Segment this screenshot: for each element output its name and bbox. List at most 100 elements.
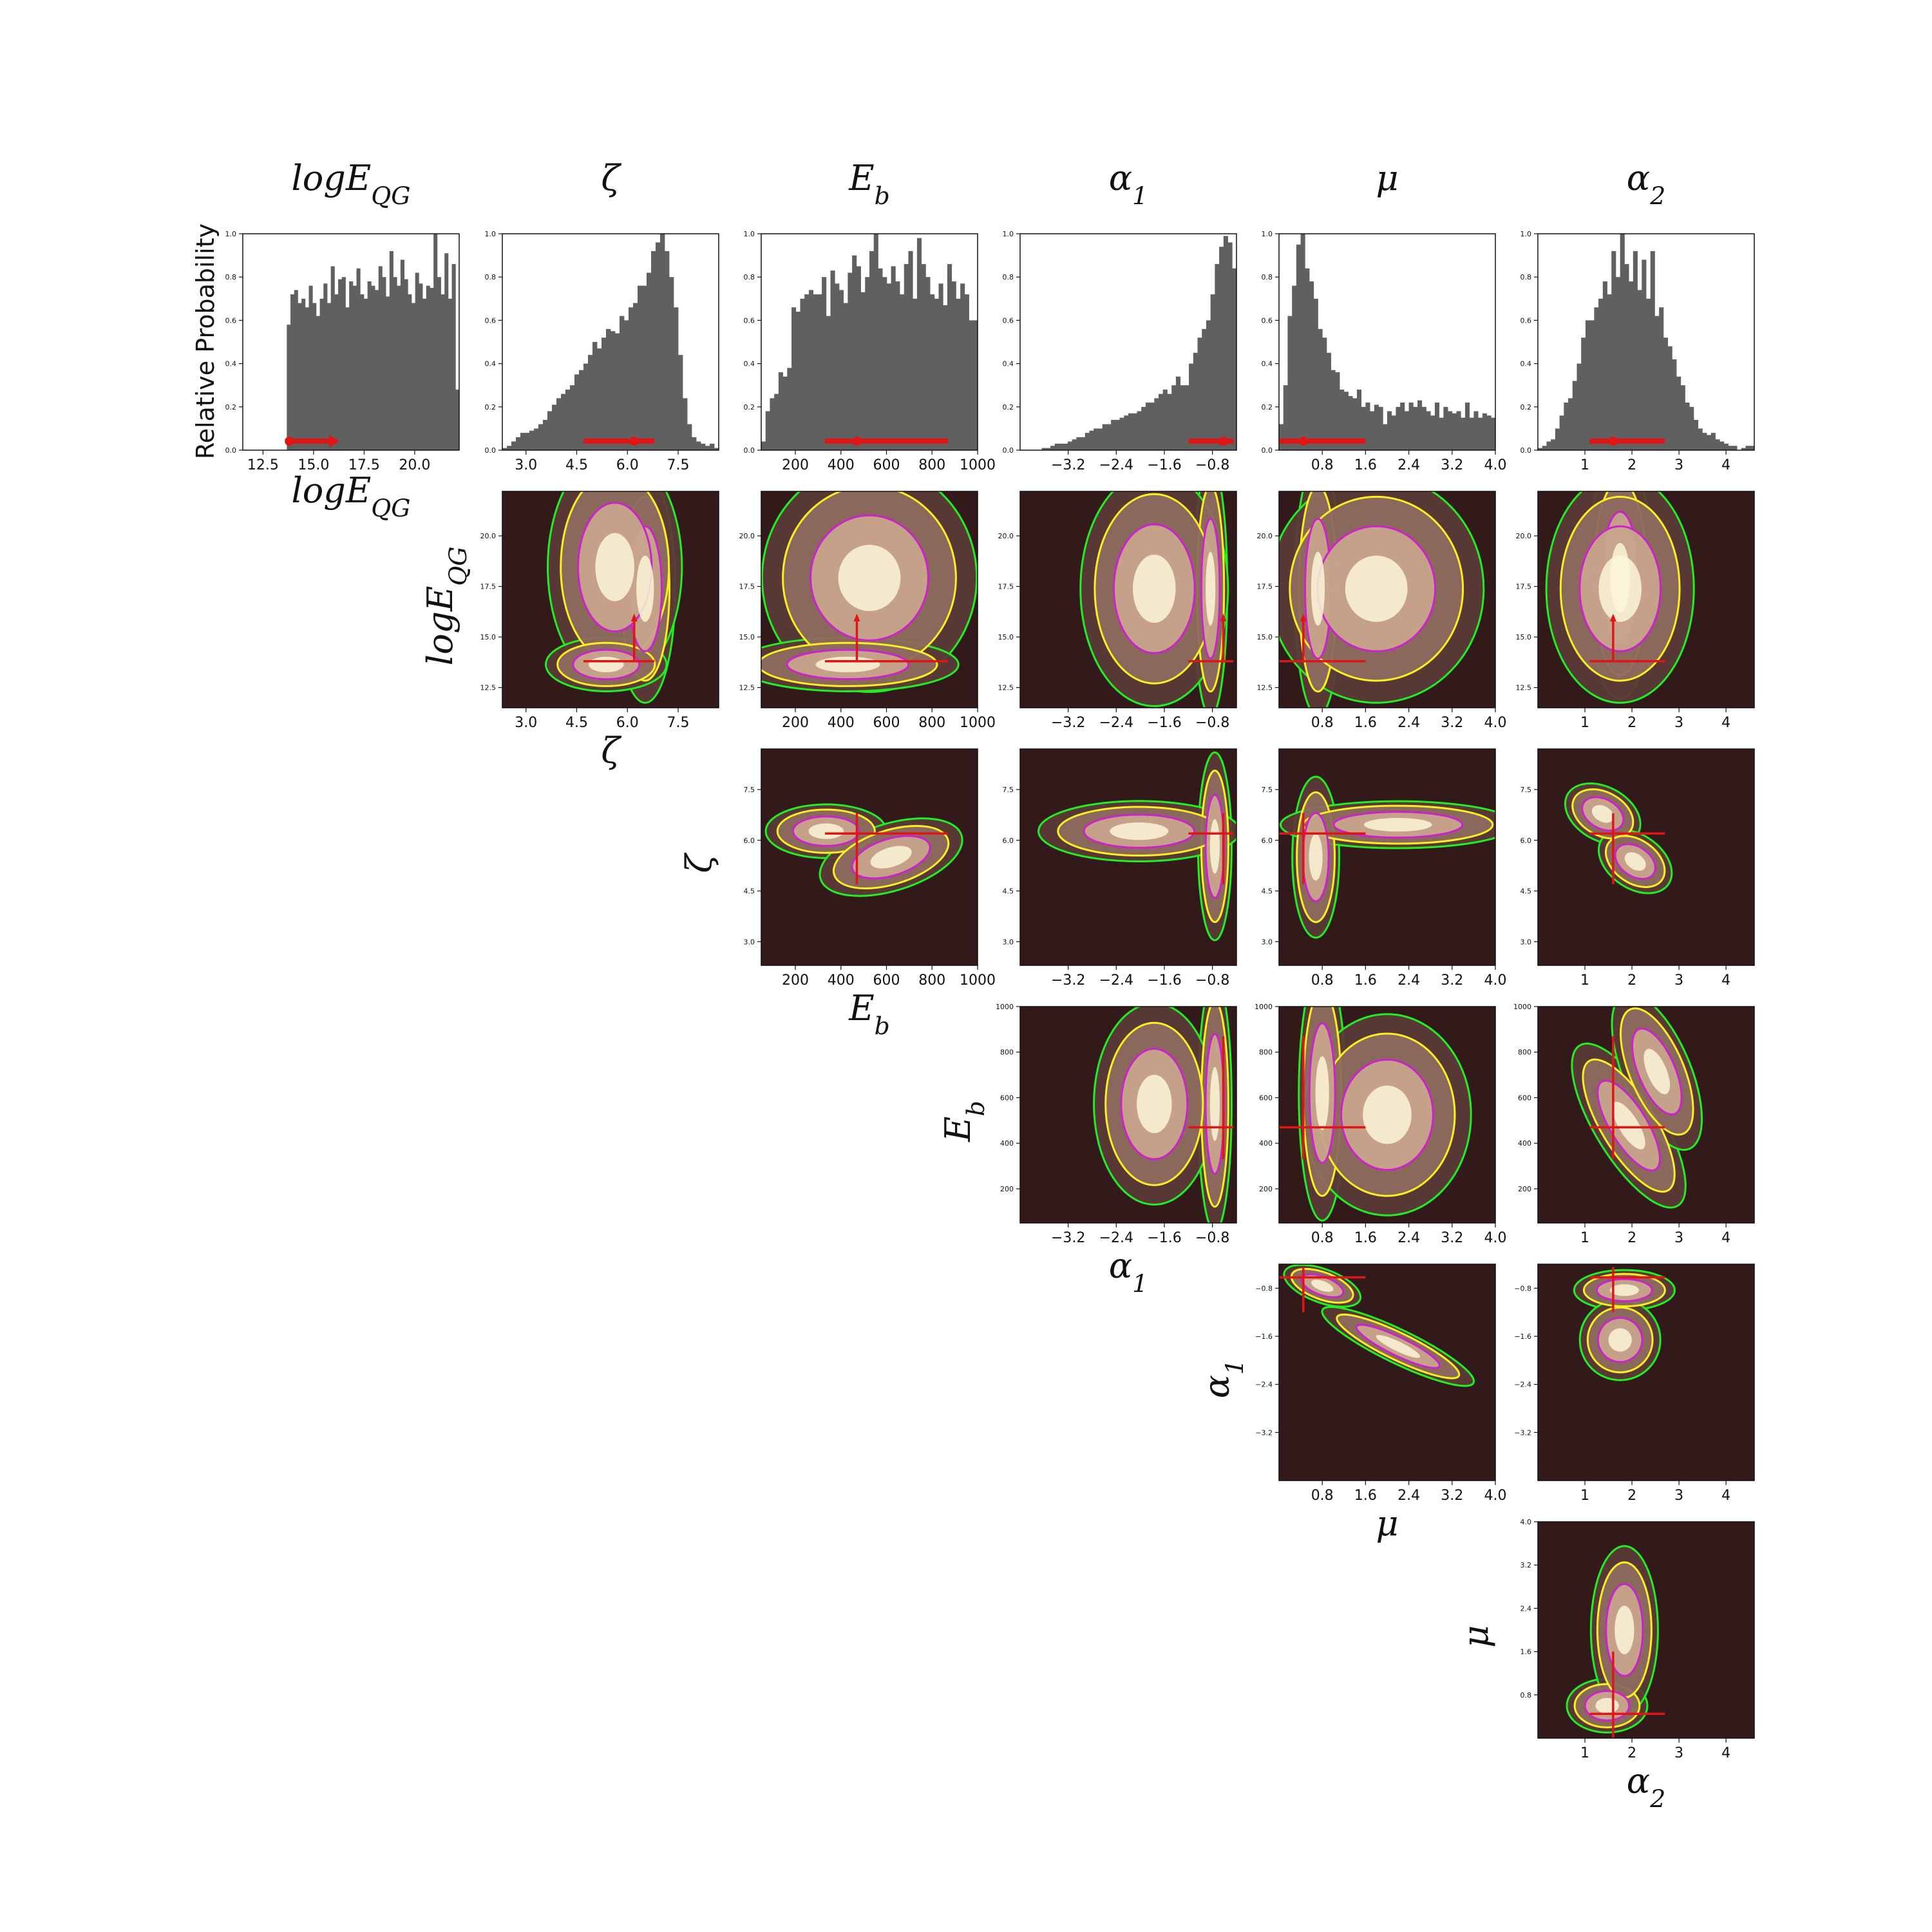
histogram-bar <box>687 424 692 450</box>
histogram-bar <box>588 355 593 450</box>
histogram-bar <box>1124 415 1129 450</box>
density-region <box>1538 1264 1754 1481</box>
x-tick-label: 4 <box>1721 1488 1730 1504</box>
y-tick-label: 0.8 <box>225 273 237 281</box>
panel-frame <box>1278 748 1496 966</box>
histogram-frame <box>1537 233 1755 451</box>
y-tick-label: 0.8 <box>1520 1691 1532 1700</box>
y-tick-label: 0.8 <box>1262 273 1273 281</box>
histogram-bar <box>1374 404 1379 450</box>
histogram-logEQG: 0.0 0.2 0.4 0.6 0.8 1.0 12.5 15.0 17.5 20.0 <box>225 230 460 473</box>
histogram-bar <box>1067 441 1073 450</box>
histogram-bar <box>1059 443 1064 450</box>
y-tick-label: 1000 <box>1255 1003 1273 1011</box>
x-tick-label: −2.4 <box>1099 457 1133 473</box>
x-tick-label: 2.4 <box>1397 972 1420 989</box>
histogram-bar <box>678 355 683 450</box>
y-tick-label: 15.0 <box>1257 633 1273 641</box>
density-peak <box>1363 818 1432 832</box>
histogram-bar <box>1702 433 1707 450</box>
histogram-bar <box>389 251 393 450</box>
histogram-bar <box>1322 337 1327 450</box>
y-tick-label: 1.0 <box>1262 230 1273 238</box>
y-tick-label: 17.5 <box>1257 583 1273 591</box>
histogram-bar <box>943 305 948 450</box>
histogram-bar <box>1577 363 1582 450</box>
histogram-bar <box>1111 419 1116 450</box>
histogram-bar <box>774 393 779 450</box>
histogram-bar <box>813 294 818 450</box>
histogram-bar <box>583 363 589 450</box>
x-tick-label: 2.4 <box>1397 1230 1420 1246</box>
histogram-bar <box>570 385 575 450</box>
histogram-bar <box>298 303 302 450</box>
y-tick-label: 0.6 <box>225 316 237 325</box>
histogram-bar <box>647 272 652 450</box>
panel-frame <box>1537 1521 1755 1739</box>
panel-frame <box>1537 748 1755 966</box>
histogram-bar <box>1331 370 1336 450</box>
histogram-bar <box>1150 402 1155 450</box>
panel-frame <box>1278 1006 1496 1224</box>
histogram-bar <box>770 398 775 450</box>
histogram-bar <box>1430 415 1435 450</box>
x-tick-label: 3.2 <box>1441 457 1463 473</box>
y-tick-label: 15.0 <box>1516 633 1532 641</box>
y-label-Eb: Eb <box>938 1101 990 1142</box>
histogram-bar <box>363 298 368 450</box>
y-tick-label: 0.2 <box>1262 403 1273 412</box>
histogram-bar <box>669 277 674 450</box>
density-peak <box>1209 819 1220 874</box>
x-tick-label: 3 <box>1674 972 1683 989</box>
histogram-bar <box>1335 372 1340 450</box>
histogram-bar <box>400 260 404 450</box>
y-tick-label: 0.4 <box>1520 360 1532 368</box>
histogram-bar <box>1159 393 1164 450</box>
histogram-bar <box>1041 448 1046 450</box>
histogram-bar <box>1352 398 1358 450</box>
histogram-bar <box>345 307 350 450</box>
histogram-bar <box>1215 264 1220 450</box>
histogram-bar <box>1106 424 1112 450</box>
x-tick-label: 1.6 <box>1354 715 1377 731</box>
histogram-bar <box>305 307 309 450</box>
histogram-bar <box>1417 400 1423 450</box>
histogram-bar <box>642 285 647 450</box>
histogram-bar <box>574 374 580 450</box>
histogram-bar <box>1607 294 1612 450</box>
histogram-bar <box>455 389 460 450</box>
histogram-frame <box>242 233 460 451</box>
y-tick-label: 0.2 <box>1520 403 1532 412</box>
histogram-bar <box>1559 415 1564 450</box>
column-title-alpha1-sub: 1 <box>1132 182 1148 210</box>
histogram-bar <box>1473 411 1479 450</box>
density-peak <box>1133 554 1176 623</box>
x-label-logEQG-sub: QG <box>371 494 410 522</box>
upper-limit-arrow <box>1609 613 1616 621</box>
pair-panel-alpha1-logEQG: −3.2 −2.4 −1.6 −0.8 12.5 15.0 17.5 20.0 <box>998 491 1237 731</box>
histogram-bar <box>1642 260 1647 450</box>
histogram-alpha1: 0.0 0.2 0.4 0.6 0.8 1.0 −3.2 −2.4 −1.6 −0.8 <box>1003 230 1237 473</box>
histogram-row: 0.00.20.40.60.81.012.5 15.0 17.5 20.00.00.2… <box>225 230 1755 473</box>
x-tick-label: 15.0 <box>298 457 329 473</box>
histogram-bar <box>552 404 557 450</box>
histogram-bar <box>916 238 922 450</box>
y-tick-label: 0.6 <box>1520 316 1532 325</box>
density-peak <box>1598 555 1642 622</box>
histogram-bar <box>795 311 800 450</box>
density-peak <box>1311 1280 1334 1293</box>
histogram-bar <box>1343 392 1349 450</box>
x-tick-label: 12.5 <box>247 457 279 473</box>
histogram-bar <box>886 283 891 450</box>
pair-panel-mu-Eb: 0.8 1.6 2.4 3.2 4.0 200 400 600 800 1000 <box>1255 1003 1507 1246</box>
best-fit-point <box>852 437 862 446</box>
histogram-bar <box>1581 337 1586 450</box>
y-tick-label: 12.5 <box>739 684 755 692</box>
histogram-bar <box>1162 389 1168 450</box>
histogram-bar <box>956 298 961 450</box>
histogram-bar <box>1305 268 1310 450</box>
y-tick-label: 0.6 <box>1003 316 1014 325</box>
histogram-bar <box>1620 234 1625 450</box>
y-tick-label: 2.4 <box>1520 1604 1532 1613</box>
